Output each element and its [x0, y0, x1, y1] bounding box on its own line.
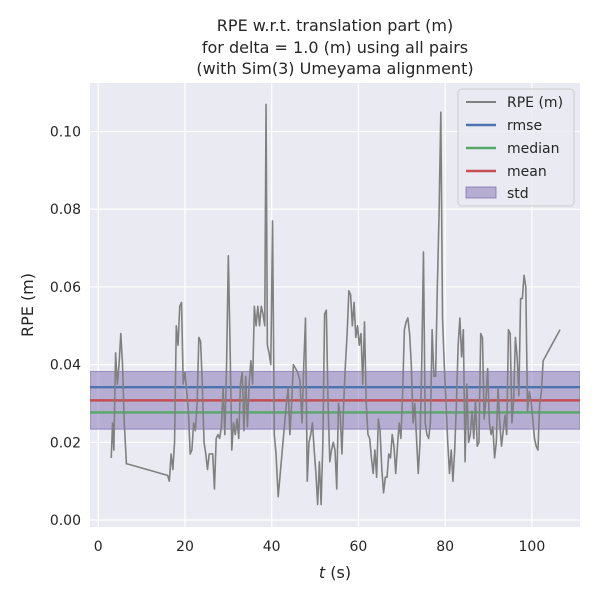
y-tick-label: 0.06: [50, 280, 81, 296]
y-tick-label: 0.04: [50, 358, 81, 374]
y-axis-ticks: 0.00 0.02 0.04 0.06 0.08 0.10: [50, 125, 81, 529]
x-axis-label-symbol: t: [319, 563, 326, 582]
legend-label-mean: mean: [507, 164, 547, 180]
y-tick-label: 0.00: [50, 513, 81, 529]
legend-swatch-std-outline: [465, 186, 497, 199]
plot-marks: [90, 103, 580, 506]
x-axis-label: t (s): [319, 563, 351, 582]
legend-label-rmse: rmse: [507, 118, 542, 134]
x-tick-label: 40: [263, 539, 281, 555]
chart-title-line-3: (with Sim(3) Umeyama alignment): [196, 59, 473, 78]
legend-label-median: median: [507, 141, 559, 157]
legend-label-rpe: RPE (m): [507, 95, 563, 111]
chart-title-line-2: for delta = 1.0 (m) using all pairs: [202, 38, 468, 57]
x-tick-label: 0: [94, 539, 103, 555]
x-axis-label-unit: (s): [325, 563, 351, 582]
x-tick-label: 20: [176, 539, 194, 555]
x-axis-ticks: 0 20 40 60 80 100: [94, 539, 545, 555]
x-tick-label: 80: [436, 539, 454, 555]
x-tick-label: 100: [519, 539, 546, 555]
legend: RPE (m) rmse median mean std: [457, 88, 575, 207]
chart-title-line-1: RPE w.r.t. translation part (m): [217, 16, 453, 35]
y-tick-label: 0.02: [50, 435, 81, 451]
x-tick-label: 60: [350, 539, 368, 555]
legend-box: [457, 88, 575, 207]
y-axis-label: RPE (m): [18, 273, 37, 337]
chart-title: RPE w.r.t. translation part (m) for delt…: [196, 16, 473, 78]
rpe-series-line: [110, 103, 561, 506]
y-tick-label: 0.08: [50, 202, 81, 218]
legend-label-std: std: [507, 186, 529, 202]
y-tick-label: 0.10: [50, 125, 81, 141]
legend-swatch-std: [466, 187, 496, 198]
